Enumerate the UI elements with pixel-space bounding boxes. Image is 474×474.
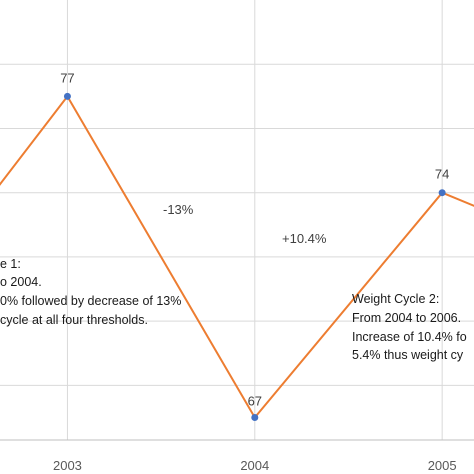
data-markers — [63, 92, 446, 422]
data-point — [438, 189, 446, 197]
annotation-line: Increase of 10.4% fo — [352, 330, 467, 344]
annotation-line: cycle at all four thresholds. — [0, 313, 148, 327]
data-point — [251, 414, 259, 422]
data-value-label: 77 — [60, 70, 74, 85]
annotation-line: From 2004 to 2006. — [352, 311, 461, 325]
change-label-decrease: -13% — [163, 202, 194, 217]
annotation-line: Weight Cycle 2: — [352, 292, 439, 306]
annotation-line: 5.4% thus weight cy — [352, 348, 464, 362]
annotation-line: 0% followed by decrease of 13% — [0, 294, 181, 308]
data-value-label: 67 — [248, 394, 262, 409]
x-tick-label: 2005 — [428, 458, 457, 473]
data-labels: 77 67 74 — [60, 70, 449, 408]
annotation-cycle-1: e 1: o 2004. 0% followed by decrease of … — [0, 257, 181, 327]
grid-lines — [0, 0, 474, 441]
change-label-increase: +10.4% — [282, 231, 327, 246]
data-value-label: 74 — [435, 167, 449, 182]
x-tick-label: 2003 — [53, 458, 82, 473]
annotation-cycle-2: Weight Cycle 2: From 2004 to 2006. Incre… — [352, 292, 467, 362]
x-axis-ticks: 2003 2004 2005 — [53, 458, 457, 473]
annotation-line: e 1: — [0, 257, 21, 271]
annotation-line: o 2004. — [0, 275, 42, 289]
data-point — [63, 92, 71, 100]
x-tick-label: 2004 — [240, 458, 269, 473]
